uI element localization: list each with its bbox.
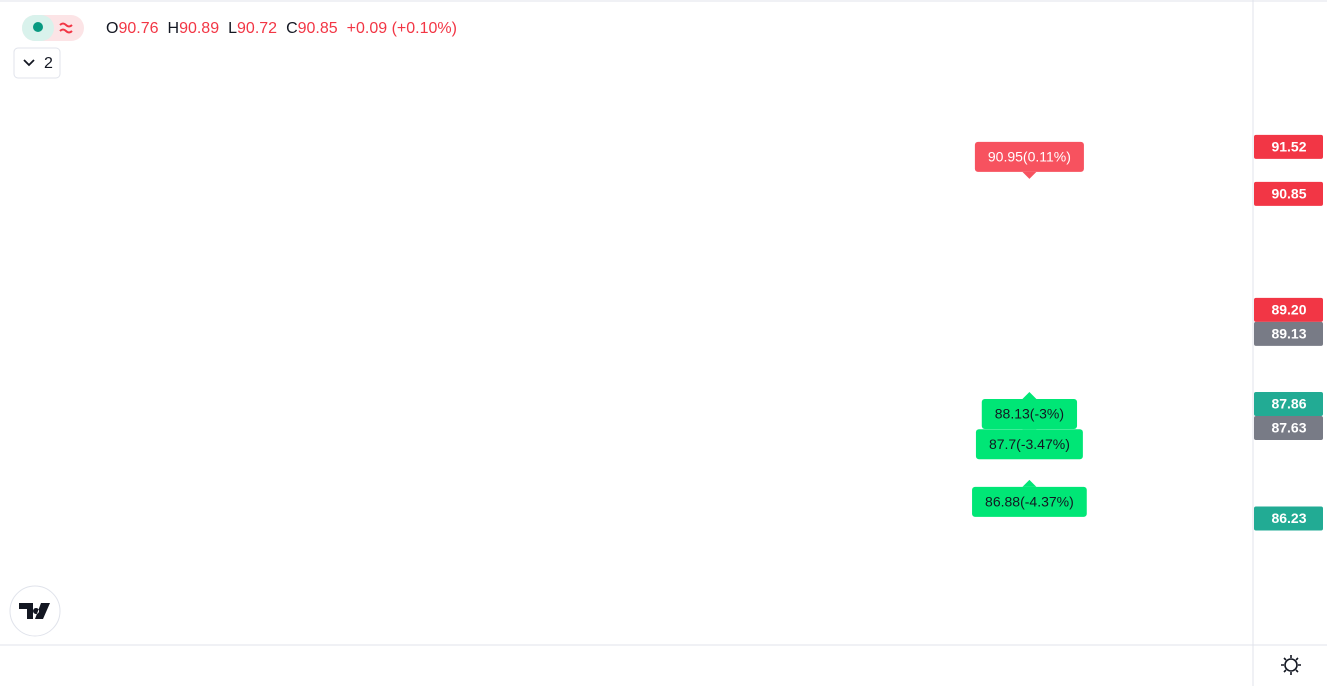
tradingview-logo[interactable] [9,585,61,637]
status-dot [33,22,43,32]
level-callout-label: 86.88(-4.37%) [985,494,1074,510]
legend-open: 90.76 [118,20,158,37]
price-axis-label-box [1254,416,1323,441]
level-callout-label: 90.95(0.11%) [988,149,1071,165]
level-callout-box [975,429,1083,460]
logo-mark [19,603,50,619]
legend-close: 90.85 [298,20,338,37]
gear-teeth [1281,655,1301,675]
price-axis-label-box [1254,297,1323,322]
gear-ring [1284,658,1298,672]
level-callout-box [981,399,1078,430]
level-callout-label: 88.13(-3%) [995,406,1064,422]
price-axis-label: 89.20 [1271,302,1306,318]
level-callout-box [972,486,1087,517]
level-callout-pointer [1022,422,1037,430]
level-callout-label: 87.7(-3.47%) [989,436,1070,452]
price-axis-label: 89.13 [1271,326,1306,342]
legend-change: +0.09 (+0.10%) [347,20,457,37]
level-callout-pointer [1022,479,1037,487]
price-axis-label: 86.23 [1271,510,1306,526]
legend-high: 90.89 [179,20,219,37]
chevron-icon [23,59,35,67]
price-axis-label: 87.63 [1271,420,1306,436]
collapse-button[interactable] [13,47,61,79]
level-callout-pointer [1022,392,1037,400]
legend: O90.76 H90.89 L90.72 C90.85 +0.09 (+0.10%) 2 [13,15,457,79]
ohlc-legend: O90.76 H90.89 L90.72 C90.85 +0.09 (+0.10%) [106,20,457,37]
level-callout-pointer [1022,171,1037,179]
settings-icon[interactable] [1281,655,1301,675]
price-axis-label-box [1254,181,1323,206]
level-callout: 90.95(0.11%) [974,141,1084,179]
level-callout: 88.13(-3%) [981,392,1078,430]
legend-low-key: L [228,20,237,37]
price-axis-label: 90.85 [1271,186,1306,202]
overlay: 90.95(0.11%) 88.13(-3%) 87.7(-3.47%) 86.88(… [972,134,1323,531]
indicator-count: 2 [44,55,53,72]
level-callout: 87.7(-3.47%) [975,422,1083,460]
level-callout-box [974,141,1084,172]
price-axis-label: 91.52 [1271,139,1306,155]
price-axis-label-box [1254,321,1323,346]
legend-close-key: C [286,20,298,37]
legend-high-key: H [168,20,180,37]
legend-low: 90.72 [237,20,277,37]
price-axis-label-box [1254,392,1323,417]
price-axis-label: 87.86 [1271,396,1306,412]
price-axis-label-box [1254,134,1323,159]
level-callout: 86.88(-4.37%) [972,479,1087,517]
status-icon [59,22,73,34]
legend-open-key: O [106,20,118,37]
price-axis-label-box [1254,506,1323,531]
